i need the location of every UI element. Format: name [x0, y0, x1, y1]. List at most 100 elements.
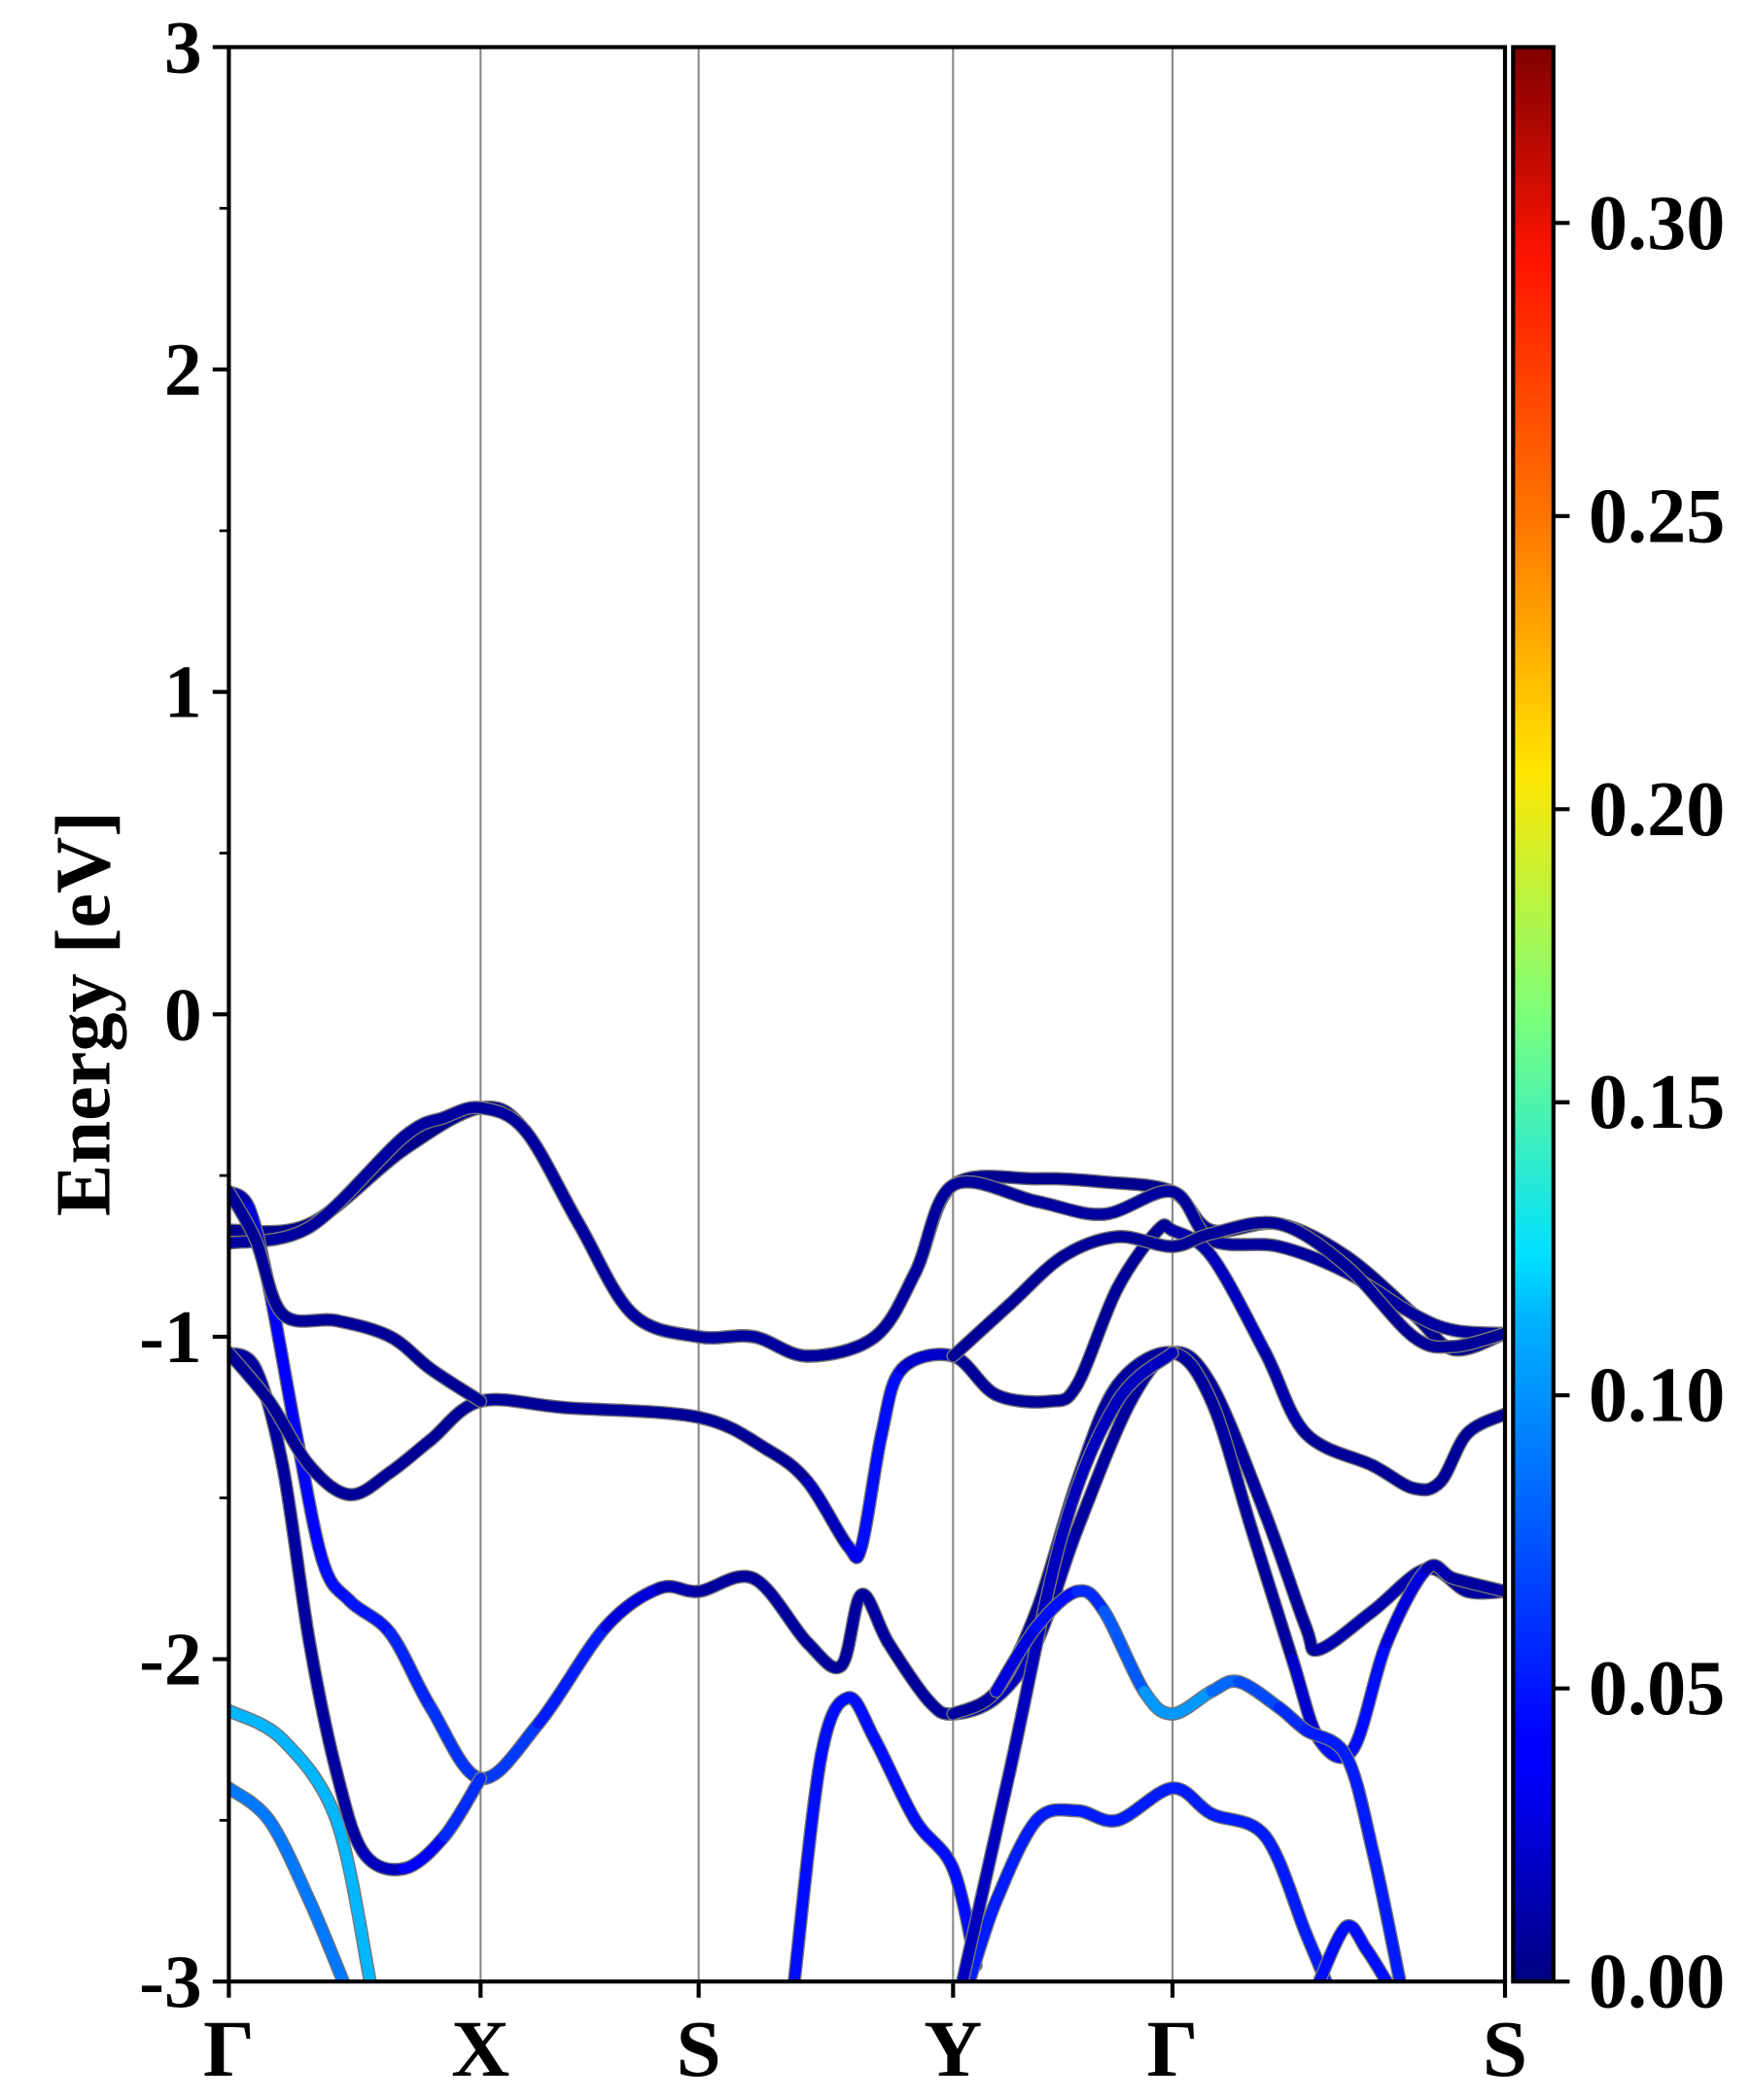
band-segment [474, 1394, 572, 1414]
band-line-band-11 [956, 1346, 1179, 1982]
band-segment [228, 1705, 289, 1745]
band-segment [748, 1331, 814, 1362]
band-segment [1206, 1395, 1258, 1536]
x-tick-label: Γ [203, 2004, 255, 2093]
band-segment [303, 1637, 342, 1778]
band-line-band-6 [228, 1184, 488, 1409]
band-segment [1138, 1686, 1178, 1720]
band-segment [693, 1330, 759, 1344]
band-segment [1260, 1831, 1312, 1939]
band-segment [303, 1460, 356, 1500]
band-segment [856, 1589, 894, 1649]
band-segment [748, 1573, 814, 1649]
band-segment [947, 1299, 1015, 1362]
band-segment [425, 1363, 486, 1407]
band-segment [1461, 1408, 1505, 1439]
band-segment [1206, 1234, 1284, 1252]
band-segment [331, 1767, 369, 1859]
band-segment [474, 1102, 531, 1137]
band-segment [600, 1583, 665, 1632]
band-line-band-12 [989, 1584, 1407, 1982]
band-segment [802, 1476, 854, 1553]
band-segment [910, 1814, 959, 1874]
band-segment [1273, 1218, 1352, 1272]
band-segment [947, 1350, 1002, 1401]
band-segment [653, 1581, 705, 1597]
colorbar-tick-label: 0.15 [1589, 1059, 1726, 1145]
x-tick-label: S [677, 2004, 721, 2093]
band-segment [1206, 1380, 1272, 1520]
band-segment [1031, 1803, 1083, 1826]
band-segment [1341, 1260, 1419, 1343]
band-segment [876, 1363, 908, 1439]
band-segment [1031, 1172, 1109, 1188]
band-segment [947, 1176, 1042, 1208]
band-segment [693, 1571, 759, 1597]
x-tick-label: Y [924, 2004, 982, 2093]
band-segment [1111, 1347, 1178, 1407]
band-segment [344, 1595, 397, 1639]
band-segment [842, 1692, 881, 1745]
band-segment [573, 1218, 639, 1320]
colorbar-ticks: 0.00 0.05 0.10 0.15 0.20 0.25 0.30 [1553, 180, 1726, 2025]
y-tick-label: -1 [139, 1295, 202, 1379]
band-segment [1448, 1573, 1505, 1597]
band-segment [1071, 1282, 1123, 1391]
band-segment [438, 1772, 486, 1842]
x-tick-label: X [451, 2004, 509, 2093]
band-line-band-10 [962, 1781, 1333, 1982]
band-line-band-9 [788, 1691, 983, 1982]
y-axis-ticks: 3 2 1 0 -1 -2 -3 [139, 5, 229, 2023]
x-tick-label: S [1483, 2004, 1527, 2093]
band-segment [303, 1895, 349, 1982]
band-segment [519, 1125, 584, 1230]
band-segment [957, 1767, 1015, 1982]
band-segment [991, 1814, 1042, 1907]
band-segment [385, 1628, 437, 1713]
band-segment [250, 1234, 289, 1320]
band-line-band-13 [1312, 1918, 1394, 1982]
band-segment [277, 1733, 342, 1826]
colorbar-tick-label: 0.25 [1589, 472, 1726, 559]
band-line-band-15 [228, 1781, 350, 1982]
band-line-band-5 [228, 1218, 1505, 1564]
y-axis-label: Energy [eV] [40, 811, 126, 1216]
band-segment [303, 1131, 409, 1233]
band-segment [856, 1427, 888, 1553]
band-segment [802, 1331, 881, 1362]
band-segment [1058, 1231, 1123, 1262]
band-segment [1300, 1427, 1379, 1472]
band-segment [263, 1395, 315, 1472]
band-segment [963, 1895, 1002, 1982]
band-segment [317, 1557, 356, 1607]
band-line-band-14 [228, 1703, 377, 1982]
band-segment [1206, 1250, 1272, 1359]
band-segment [1003, 1524, 1069, 1778]
band-line-band-1 [228, 1100, 1505, 1363]
band-segment [228, 1782, 275, 1826]
y-tick-label: 1 [164, 650, 202, 734]
band-segment [869, 1267, 922, 1343]
band-segment [947, 1686, 1002, 1720]
band-lines [228, 1100, 1505, 1982]
band-segment [560, 1402, 705, 1423]
colorbar-tick-label: 0.20 [1589, 766, 1726, 853]
band-segment [1313, 1605, 1379, 1656]
band-segment [228, 1347, 275, 1407]
y-tick-label: 3 [164, 5, 202, 88]
band-segment [1348, 1637, 1392, 1755]
band-segment [1448, 1328, 1505, 1352]
band-segment [1071, 1395, 1137, 1536]
kpoint-gridlines [479, 47, 1174, 1982]
band-segment [1071, 1804, 1123, 1827]
y-tick-label: 0 [164, 972, 202, 1056]
colorbar-tick-label: 0.10 [1589, 1352, 1726, 1439]
band-segment [1003, 1250, 1069, 1311]
band-segment [627, 1309, 705, 1343]
colorbar-tick-label: 0.05 [1589, 1645, 1726, 1732]
x-tick-label: Γ [1147, 2004, 1199, 2093]
band-segment [277, 1460, 315, 1649]
band-segment [331, 1814, 376, 1982]
